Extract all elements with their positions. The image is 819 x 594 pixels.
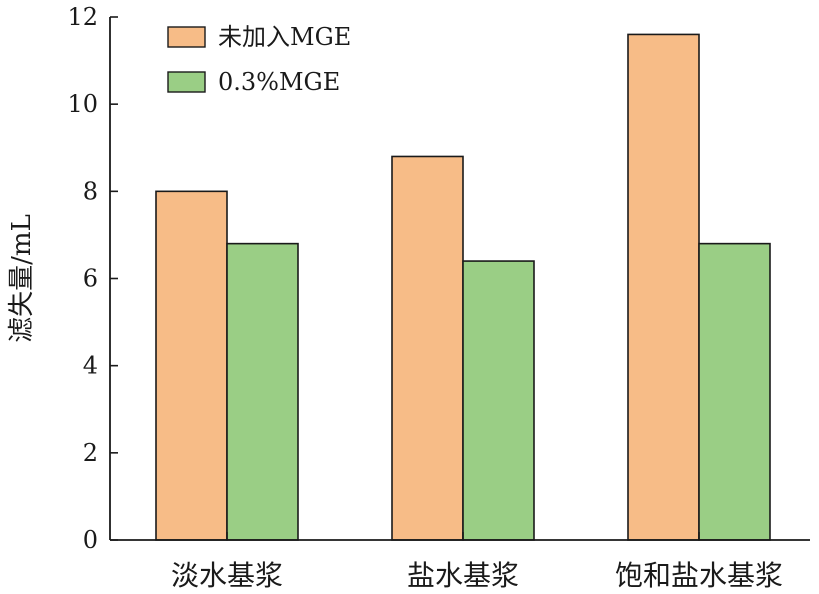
axes-layer: 淡水基浆 盐水基浆 饱和盐水基浆 0 2 4 6 8 10 12 — [67, 3, 810, 592]
bar-mge-1 — [226, 242, 299, 541]
bar-baseline-3 — [627, 33, 700, 541]
y-tick-label: 12 — [67, 3, 98, 31]
bar-baseline-2 — [391, 155, 464, 541]
bars-layer — [155, 33, 771, 541]
y-axis-title: 滤失量/mL — [7, 214, 37, 343]
x-tick-label: 饱和盐水基浆 — [615, 559, 783, 590]
legend-swatch-baseline — [167, 26, 206, 48]
y-tick-label: 2 — [83, 439, 98, 467]
y-tick-label: 10 — [67, 90, 98, 118]
legend-label-mge: 0.3%MGE — [218, 68, 340, 96]
legend: 未加入MGE 0.3%MGE — [167, 23, 351, 96]
x-tick-label: 淡水基浆 — [171, 559, 283, 590]
y-tick-label: 6 — [83, 265, 98, 293]
y-tick-label: 4 — [83, 352, 98, 380]
legend-swatch-mge — [167, 71, 206, 93]
y-tick-label: 8 — [83, 177, 98, 205]
y-tick-label: 0 — [83, 526, 98, 554]
bar-baseline-1 — [155, 190, 228, 541]
legend-label-baseline: 未加入MGE — [218, 23, 351, 51]
x-tick-label: 盐水基浆 — [407, 559, 519, 590]
bar-mge-2 — [462, 260, 535, 541]
bar-mge-3 — [698, 242, 771, 541]
